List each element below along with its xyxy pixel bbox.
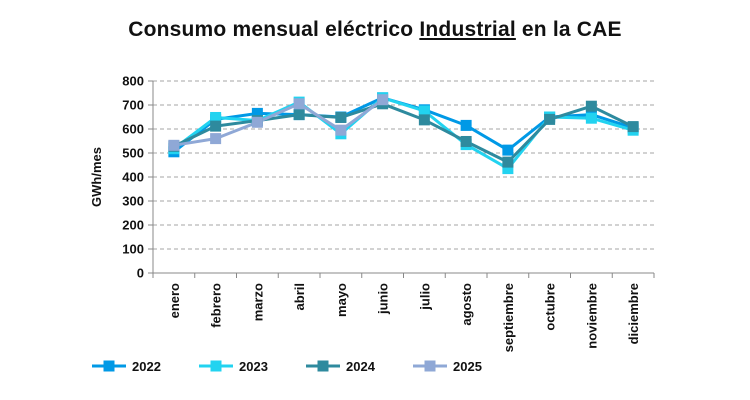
series-line-2023: [173, 96, 634, 171]
data-point-2024: [502, 156, 514, 168]
y-tick-label: 0: [137, 266, 144, 281]
x-category-label: octubre: [543, 283, 558, 331]
y-tick-label: 400: [122, 170, 144, 185]
data-point-2024: [585, 100, 597, 112]
x-category-label: diciembre: [626, 283, 641, 344]
legend-label: 2023: [239, 359, 268, 374]
y-tick-label: 600: [122, 122, 144, 137]
x-category-label: septiembre: [501, 283, 516, 352]
legend-item-2022: 2022: [92, 359, 161, 374]
x-category-label: enero: [167, 283, 182, 318]
legend-item-2025: 2025: [413, 359, 482, 374]
x-category-label: marzo: [250, 283, 265, 321]
y-tick-label: 200: [122, 218, 144, 233]
title-pre: Consumo mensual eléctrico: [128, 18, 420, 41]
legend: 2022 2023 2024 2025: [92, 359, 482, 374]
x-category-label: febrero: [209, 283, 224, 328]
gridlines: [153, 80, 654, 250]
legend-item-2023: 2023: [199, 359, 268, 374]
data-point-2024: [460, 135, 472, 147]
y-tick-label: 500: [122, 146, 144, 161]
data-point-2025: [210, 133, 222, 145]
data-point-2023: [585, 112, 597, 124]
y-tick-label: 100: [122, 242, 144, 257]
data-point-2024: [418, 114, 430, 126]
y-axis-label: GWh/mes: [89, 147, 104, 207]
legend-label: 2025: [453, 359, 482, 374]
data-point-2025: [377, 94, 389, 106]
legend-marker: [103, 360, 115, 372]
legend-item-2024: 2024: [306, 359, 376, 374]
legend-marker: [424, 360, 436, 372]
legend-label: 2024: [346, 359, 376, 374]
series-line-2025: [173, 98, 384, 147]
legend-marker: [317, 360, 329, 372]
data-point-2024: [627, 121, 639, 133]
series-markers: [168, 92, 639, 175]
data-point-2025: [293, 98, 305, 110]
chart-title: Consumo mensual eléctrico Industrial en …: [0, 18, 750, 42]
y-tick-label: 700: [122, 98, 144, 113]
legend-label: 2022: [132, 359, 161, 374]
data-point-2024: [544, 113, 556, 125]
data-point-2022: [460, 119, 472, 131]
y-tick-label: 800: [122, 74, 144, 89]
data-point-2022: [502, 144, 514, 156]
x-category-label: abril: [292, 283, 307, 310]
data-point-2025: [335, 124, 347, 136]
x-category-label: agosto: [459, 283, 474, 326]
legend-marker: [210, 360, 222, 372]
title-post: en la CAE: [515, 18, 622, 41]
data-point-2025: [251, 116, 263, 128]
x-category-label: julio: [417, 283, 432, 311]
data-point-2024: [293, 109, 305, 121]
y-tick-labels: 0 100 200 300 400 500 600 700 800: [122, 74, 144, 281]
x-category-label: noviembre: [584, 283, 599, 349]
series-line-2024: [173, 102, 634, 164]
x-category-label: junio: [376, 283, 391, 315]
axes: [148, 80, 655, 278]
title-underlined: Industrial: [419, 18, 516, 41]
x-category-label: mayo: [334, 283, 349, 317]
series-lines: [172, 96, 634, 171]
y-tick-label: 300: [122, 194, 144, 209]
x-category-labels: enero febrero marzo abril mayo junio julio agos…: [167, 283, 641, 352]
data-point-2025: [168, 139, 180, 151]
data-point-2024: [210, 120, 222, 132]
data-point-2024: [335, 111, 347, 123]
